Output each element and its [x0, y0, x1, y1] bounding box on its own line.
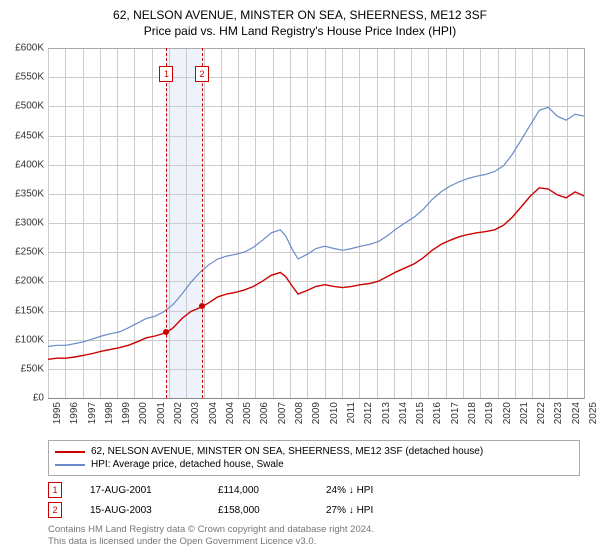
x-tick-label: 1996	[69, 402, 80, 442]
x-tick-label: 2019	[484, 402, 495, 442]
legend-row: HPI: Average price, detached house, Swal…	[55, 458, 573, 471]
x-tick-label: 2023	[553, 402, 564, 442]
y-tick-label: £350K	[0, 188, 44, 199]
x-tick-label: 2003	[190, 402, 201, 442]
legend-swatch	[55, 451, 85, 453]
y-tick-label: £0	[0, 393, 44, 404]
y-tick-label: £200K	[0, 276, 44, 287]
marker-vertical-line	[202, 48, 203, 398]
x-tick-label: 2018	[467, 402, 478, 442]
x-tick-label: 2009	[311, 402, 322, 442]
series-property	[48, 188, 584, 359]
y-tick-label: £600K	[0, 43, 44, 54]
y-tick-label: £500K	[0, 101, 44, 112]
event-row: 1 17-AUG-2001 £114,000 24% ↓ HPI	[48, 480, 416, 500]
event-marker-box: 2	[48, 502, 62, 518]
x-tick-label: 2021	[519, 402, 530, 442]
footer-note: Contains HM Land Registry data © Crown c…	[48, 524, 374, 549]
chart-plot-area	[48, 48, 585, 399]
y-tick-label: £100K	[0, 334, 44, 345]
footer-line: This data is licensed under the Open Gov…	[48, 536, 374, 548]
y-tick-label: £50K	[0, 363, 44, 374]
x-tick-label: 2014	[398, 402, 409, 442]
x-tick-label: 2015	[415, 402, 426, 442]
x-tick-label: 2016	[432, 402, 443, 442]
x-tick-label: 2005	[242, 402, 253, 442]
x-tick-label: 2001	[156, 402, 167, 442]
x-tick-label: 2020	[502, 402, 513, 442]
marker-label-box: 2	[195, 66, 209, 82]
x-tick-label: 2017	[450, 402, 461, 442]
x-tick-label: 2008	[294, 402, 305, 442]
y-tick-label: £300K	[0, 218, 44, 229]
x-tick-label: 2006	[259, 402, 270, 442]
x-tick-label: 2024	[571, 402, 582, 442]
y-tick-label: £450K	[0, 130, 44, 141]
footer-line: Contains HM Land Registry data © Crown c…	[48, 524, 374, 536]
x-tick-label: 2022	[536, 402, 547, 442]
chart-container: { "title": "62, NELSON AVENUE, MINSTER O…	[0, 0, 600, 560]
event-marker-box: 1	[48, 482, 62, 498]
x-tick-label: 1995	[52, 402, 63, 442]
x-tick-label: 2002	[173, 402, 184, 442]
event-row: 2 15-AUG-2003 £158,000 27% ↓ HPI	[48, 500, 416, 520]
x-tick-label: 2004	[225, 402, 236, 442]
x-tick-label: 1998	[104, 402, 115, 442]
x-tick-label: 2011	[346, 402, 357, 442]
legend-label: HPI: Average price, detached house, Swal…	[91, 459, 284, 470]
y-tick-label: £550K	[0, 72, 44, 83]
marker-vertical-line	[166, 48, 167, 398]
y-tick-label: £400K	[0, 159, 44, 170]
event-pct: 24% ↓ HPI	[326, 485, 416, 496]
chart-title: 62, NELSON AVENUE, MINSTER ON SEA, SHEER…	[0, 0, 600, 22]
y-tick-label: £250K	[0, 247, 44, 258]
series-hpi	[48, 107, 584, 346]
x-tick-label: 2000	[138, 402, 149, 442]
event-pct: 27% ↓ HPI	[326, 505, 416, 516]
chart-subtitle: Price paid vs. HM Land Registry's House …	[0, 22, 600, 38]
x-tick-label: 1999	[121, 402, 132, 442]
y-tick-label: £150K	[0, 305, 44, 316]
event-price: £114,000	[218, 485, 298, 496]
x-tick-label: 2007	[277, 402, 288, 442]
x-tick-label: 2012	[363, 402, 374, 442]
event-price: £158,000	[218, 505, 298, 516]
marker-dot	[199, 303, 205, 309]
legend-row: 62, NELSON AVENUE, MINSTER ON SEA, SHEER…	[55, 445, 573, 458]
chart-svg	[48, 49, 584, 399]
x-tick-label: 1997	[87, 402, 98, 442]
legend-swatch	[55, 464, 85, 466]
event-date: 15-AUG-2003	[90, 505, 190, 516]
events-table: 1 17-AUG-2001 £114,000 24% ↓ HPI 2 15-AU…	[48, 480, 416, 520]
event-date: 17-AUG-2001	[90, 485, 190, 496]
legend-box: 62, NELSON AVENUE, MINSTER ON SEA, SHEER…	[48, 440, 580, 476]
legend-label: 62, NELSON AVENUE, MINSTER ON SEA, SHEER…	[91, 446, 483, 457]
x-tick-label: 2013	[381, 402, 392, 442]
marker-label-box: 1	[159, 66, 173, 82]
marker-dot	[163, 329, 169, 335]
x-tick-label: 2025	[588, 402, 599, 442]
x-tick-label: 2004	[208, 402, 219, 442]
x-tick-label: 2010	[329, 402, 340, 442]
